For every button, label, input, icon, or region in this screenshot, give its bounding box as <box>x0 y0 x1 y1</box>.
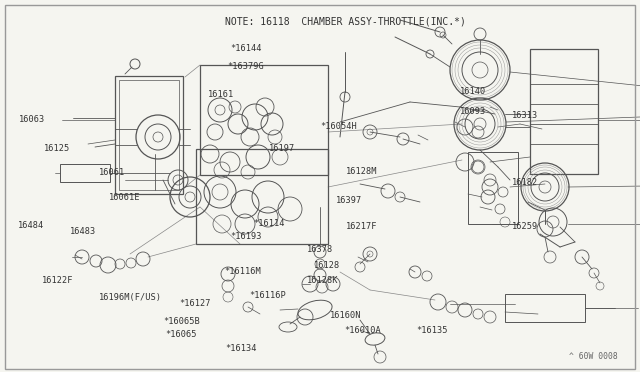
Text: 16128: 16128 <box>314 262 340 270</box>
Text: 16196M(F/US): 16196M(F/US) <box>99 293 162 302</box>
Text: 16313: 16313 <box>512 111 538 120</box>
Text: 16217F: 16217F <box>346 222 377 231</box>
Text: *16116P: *16116P <box>250 291 286 300</box>
Text: 16197: 16197 <box>269 144 295 153</box>
Bar <box>119 80 179 190</box>
Text: *16065B: *16065B <box>163 317 200 326</box>
Text: 16483: 16483 <box>70 227 97 236</box>
Text: *16116M: *16116M <box>224 267 260 276</box>
Bar <box>505 294 585 322</box>
Text: *16135: *16135 <box>416 326 447 335</box>
Text: 16128K: 16128K <box>307 276 339 285</box>
Text: *16127: *16127 <box>179 299 211 308</box>
Bar <box>115 76 183 194</box>
Bar <box>530 49 598 174</box>
Text: 16259: 16259 <box>512 222 538 231</box>
Text: 16484: 16484 <box>18 221 44 230</box>
Text: 16378: 16378 <box>307 245 333 254</box>
Text: 16063: 16063 <box>19 115 45 124</box>
Text: *16193: *16193 <box>230 232 262 241</box>
Text: 16122F: 16122F <box>42 276 73 285</box>
Text: 16128M: 16128M <box>346 167 377 176</box>
Text: 16125: 16125 <box>44 144 70 153</box>
Bar <box>60 164 110 182</box>
Text: *16144: *16144 <box>230 44 262 53</box>
Text: *16379G: *16379G <box>227 62 264 71</box>
Text: 16140: 16140 <box>460 87 486 96</box>
Text: 16093: 16093 <box>460 107 486 116</box>
Text: NOTE: 16118  CHAMBER ASSY-THROTTLE(INC.*): NOTE: 16118 CHAMBER ASSY-THROTTLE(INC.*) <box>225 17 466 27</box>
Bar <box>196 149 328 244</box>
Text: *16054H: *16054H <box>320 122 356 131</box>
Text: 16161: 16161 <box>208 90 234 99</box>
Bar <box>468 152 518 224</box>
Text: 16061E: 16061E <box>109 193 140 202</box>
Text: 16160N: 16160N <box>330 311 361 320</box>
Text: 16061: 16061 <box>99 169 125 177</box>
Text: 16182: 16182 <box>512 178 538 187</box>
Bar <box>200 65 328 175</box>
Text: ^ 60W 0008: ^ 60W 0008 <box>569 352 618 361</box>
Text: *16134: *16134 <box>225 344 257 353</box>
Text: *16010A: *16010A <box>344 326 381 335</box>
Text: *16114: *16114 <box>253 219 284 228</box>
Text: 16397: 16397 <box>336 196 362 205</box>
Text: *16065: *16065 <box>165 330 196 339</box>
